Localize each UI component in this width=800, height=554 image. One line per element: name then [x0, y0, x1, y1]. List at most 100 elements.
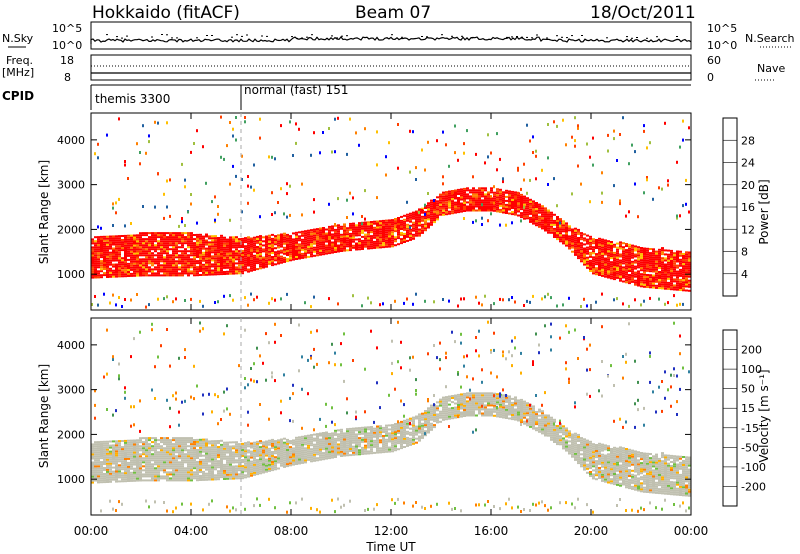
range-gate-cell: [448, 206, 451, 209]
range-gate-cell: [454, 195, 457, 198]
range-gate-cell: [148, 250, 151, 253]
range-gate-cell: [388, 221, 391, 224]
range-gate-cell: [514, 191, 517, 194]
range-gate-cell: [388, 243, 391, 246]
range-gate-cell: [505, 191, 508, 194]
range-gate-cell: [226, 248, 229, 251]
range-gate-cell: [490, 203, 493, 206]
range-gate-cell: [184, 272, 187, 275]
range-gate-cell: [358, 248, 361, 251]
scatter-echo-cell: [220, 115, 222, 119]
nsearch-dot: [166, 34, 168, 36]
range-gate-cell: [220, 259, 223, 261]
range-gate-cell: [514, 205, 517, 208]
range-gate-cell: [256, 455, 259, 457]
scatter-echo-cell: [313, 198, 315, 202]
scatter-echo-cell: [298, 323, 300, 327]
scatter-echo-cell: [607, 133, 609, 137]
range-gate-cell: [220, 261, 223, 263]
range-gate-cell: [220, 250, 223, 253]
range-gate-cell: [670, 266, 673, 268]
range-gate-cell: [604, 265, 607, 268]
range-gate-cell: [133, 441, 136, 444]
range-gate-cell: [247, 236, 250, 239]
range-gate-cell: [187, 232, 190, 235]
range-gate-cell: [163, 471, 166, 474]
range-gate-cell: [403, 220, 406, 223]
range-gate-cell: [640, 257, 643, 260]
range-gate-cell: [292, 459, 295, 462]
range-gate-cell: [592, 268, 595, 271]
range-gate-cell: [286, 235, 289, 238]
range-gate-cell: [304, 242, 307, 245]
range-gate-cell: [106, 237, 109, 240]
range-gate-cell: [232, 459, 235, 462]
scatter-echo-cell: [310, 330, 312, 334]
range-gate-cell: [175, 238, 178, 241]
range-gate-cell: [253, 453, 256, 456]
range-gate-cell: [667, 257, 670, 260]
range-gate-cell: [127, 265, 130, 267]
range-gate-cell: [679, 289, 682, 291]
range-gate-cell: [106, 263, 109, 266]
range-gate-cell: [439, 203, 442, 206]
range-gate-cell: [178, 242, 181, 245]
range-gate-cell: [130, 453, 133, 456]
range-gate-cell: [358, 232, 361, 235]
range-gate-cell: [685, 257, 688, 260]
nsearch-dot: [646, 37, 648, 39]
range-gate-cell: [283, 447, 286, 450]
range-gate-cell: [202, 444, 205, 447]
scatter-echo-cell: [349, 191, 351, 195]
range-gate-cell: [286, 449, 289, 451]
range-gate-cell: [643, 269, 646, 272]
range-gate-cell: [643, 251, 646, 254]
range-gate-cell: [226, 467, 229, 470]
range-gate-cell: [136, 244, 139, 247]
range-gate-cell: [169, 465, 172, 468]
range-gate-cell: [661, 269, 664, 272]
near-range-cell: [250, 292, 252, 296]
scatter-echo-cell: [196, 384, 198, 388]
range-gate-cell: [166, 240, 169, 243]
range-gate-cell: [661, 257, 664, 260]
range-gate-cell: [109, 456, 112, 459]
range-gate-cell: [100, 447, 103, 449]
range-gate-cell: [127, 236, 130, 239]
range-gate-cell: [265, 444, 268, 447]
range-gate-cell: [517, 206, 520, 209]
near-range-cell: [442, 298, 444, 301]
scatter-echo-cell: [148, 140, 150, 144]
range-gate-cell: [622, 250, 625, 253]
range-gate-cell: [286, 459, 289, 461]
range-gate-cell: [433, 221, 436, 224]
range-gate-cell: [295, 258, 298, 260]
nsearch-dot: [126, 35, 128, 37]
range-gate-cell: [637, 262, 640, 265]
range-gate-cell: [625, 243, 628, 245]
range-gate-cell: [199, 257, 202, 260]
range-gate-cell: [598, 247, 601, 250]
near-range-cell: [175, 297, 177, 301]
range-gate-cell: [136, 457, 139, 460]
range-gate-cell: [265, 243, 268, 246]
range-gate-cell: [481, 191, 484, 194]
range-gate-cell: [295, 444, 298, 447]
range-gate-cell: [112, 263, 115, 266]
range-gate-cell: [277, 459, 280, 462]
range-gate-cell: [631, 268, 634, 271]
range-gate-cell: [592, 242, 595, 245]
range-gate-cell: [178, 256, 181, 259]
range-gate-cell: [460, 204, 463, 207]
range-gate-cell: [217, 239, 220, 241]
scatter-echo-cell: [487, 133, 489, 137]
range-gate-cell: [247, 471, 250, 474]
range-gate-cell: [628, 253, 631, 256]
range-gate-cell: [238, 258, 241, 261]
range-gate-cell: [256, 235, 259, 238]
range-gate-cell: [145, 449, 148, 452]
range-gate-cell: [292, 242, 295, 245]
range-gate-cell: [148, 463, 151, 466]
range-gate-cell: [235, 256, 238, 259]
range-gate-cell: [136, 447, 139, 450]
